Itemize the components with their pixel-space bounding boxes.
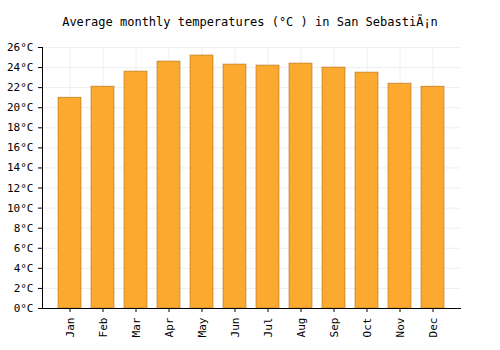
svg-text:8°C: 8°C [14, 222, 34, 235]
svg-text:Sep: Sep [328, 318, 341, 338]
svg-text:2°C: 2°C [14, 282, 34, 295]
svg-text:24°C: 24°C [7, 61, 34, 74]
svg-text:18°C: 18°C [7, 121, 34, 134]
svg-text:Feb: Feb [97, 318, 110, 338]
svg-text:May: May [196, 317, 209, 337]
svg-text:22°C: 22°C [7, 81, 34, 94]
svg-text:Nov: Nov [394, 317, 407, 337]
svg-text:Aug: Aug [295, 318, 308, 338]
svg-text:4°C: 4°C [14, 262, 34, 275]
svg-text:Oct: Oct [361, 318, 374, 338]
svg-text:16°C: 16°C [7, 141, 34, 154]
svg-text:6°C: 6°C [14, 242, 34, 255]
svg-text:0°C: 0°C [14, 302, 34, 315]
svg-text:12°C: 12°C [7, 182, 34, 195]
svg-text:Jul: Jul [262, 318, 275, 338]
svg-text:Apr: Apr [163, 317, 176, 337]
html-text:Average monthly temperatures (: Average monthly temperatures (°C ) in Sa… [62, 15, 438, 29]
svg-text:20°C: 20°C [7, 101, 34, 114]
svg-text:Mar: Mar [130, 317, 143, 337]
svg-text:26°C: 26°C [7, 41, 34, 54]
svg-text:Jun: Jun [229, 318, 242, 338]
svg-text:14°C: 14°C [7, 161, 34, 174]
svg-text:Dec: Dec [427, 318, 440, 338]
svg-text:10°C: 10°C [7, 202, 34, 215]
svg-text:Jan: Jan [64, 318, 77, 338]
